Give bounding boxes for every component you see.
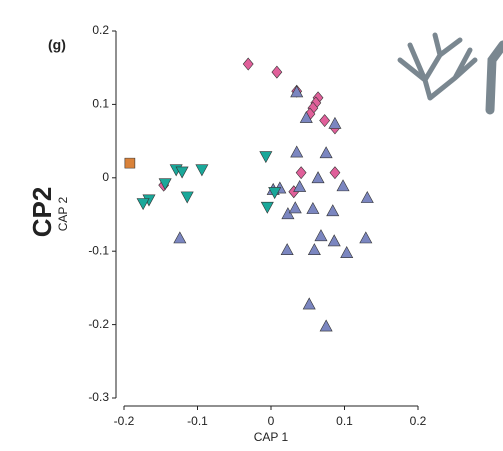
- point: [175, 166, 189, 179]
- point: [195, 164, 209, 177]
- point: [319, 319, 333, 332]
- point: [360, 190, 374, 203]
- point: [326, 204, 340, 217]
- point: [299, 110, 313, 123]
- y-tick-label: -0.1: [88, 243, 109, 257]
- point: [311, 171, 325, 184]
- point: [173, 231, 187, 244]
- point: [136, 198, 150, 211]
- x-tick-label: 0.2: [410, 414, 427, 428]
- point: [336, 179, 350, 192]
- point: [328, 116, 342, 129]
- point: [259, 151, 273, 164]
- point: [314, 229, 328, 242]
- point: [281, 207, 295, 220]
- point: [280, 243, 294, 256]
- point: [290, 85, 304, 98]
- point: [307, 243, 321, 256]
- point: [271, 65, 283, 79]
- point: [340, 246, 354, 258]
- point: [327, 234, 341, 247]
- y-tick-label: 0.2: [92, 23, 109, 37]
- point: [260, 201, 274, 214]
- side-label: CP2: [27, 187, 57, 238]
- point: [290, 145, 304, 158]
- point: [302, 297, 316, 310]
- point: [319, 114, 331, 128]
- y-tick-label: -0.2: [88, 317, 109, 331]
- x-axis-label: CAP 1: [254, 430, 289, 444]
- y-axis-label: CAP 2: [56, 196, 70, 231]
- y-tick-label: 0: [102, 170, 109, 184]
- point: [180, 191, 194, 204]
- x-tick-label: -0.2: [114, 414, 135, 428]
- x-tick-label: 0.1: [336, 414, 353, 428]
- point: [359, 231, 373, 244]
- point: [295, 166, 307, 180]
- y-tick-label: -0.3: [88, 390, 109, 404]
- point: [306, 202, 320, 214]
- x-tick-label: -0.1: [187, 414, 208, 428]
- point: [242, 57, 254, 71]
- point: [293, 179, 307, 192]
- point: [124, 157, 136, 169]
- panel-label: (g): [48, 37, 66, 53]
- point: [329, 166, 341, 180]
- point: [319, 146, 333, 159]
- point: [288, 201, 302, 214]
- y-tick-label: 0.1: [92, 97, 109, 111]
- point: [158, 178, 172, 191]
- x-tick-label: 0: [268, 414, 275, 428]
- tree-icon: [397, 32, 503, 115]
- point: [268, 187, 282, 200]
